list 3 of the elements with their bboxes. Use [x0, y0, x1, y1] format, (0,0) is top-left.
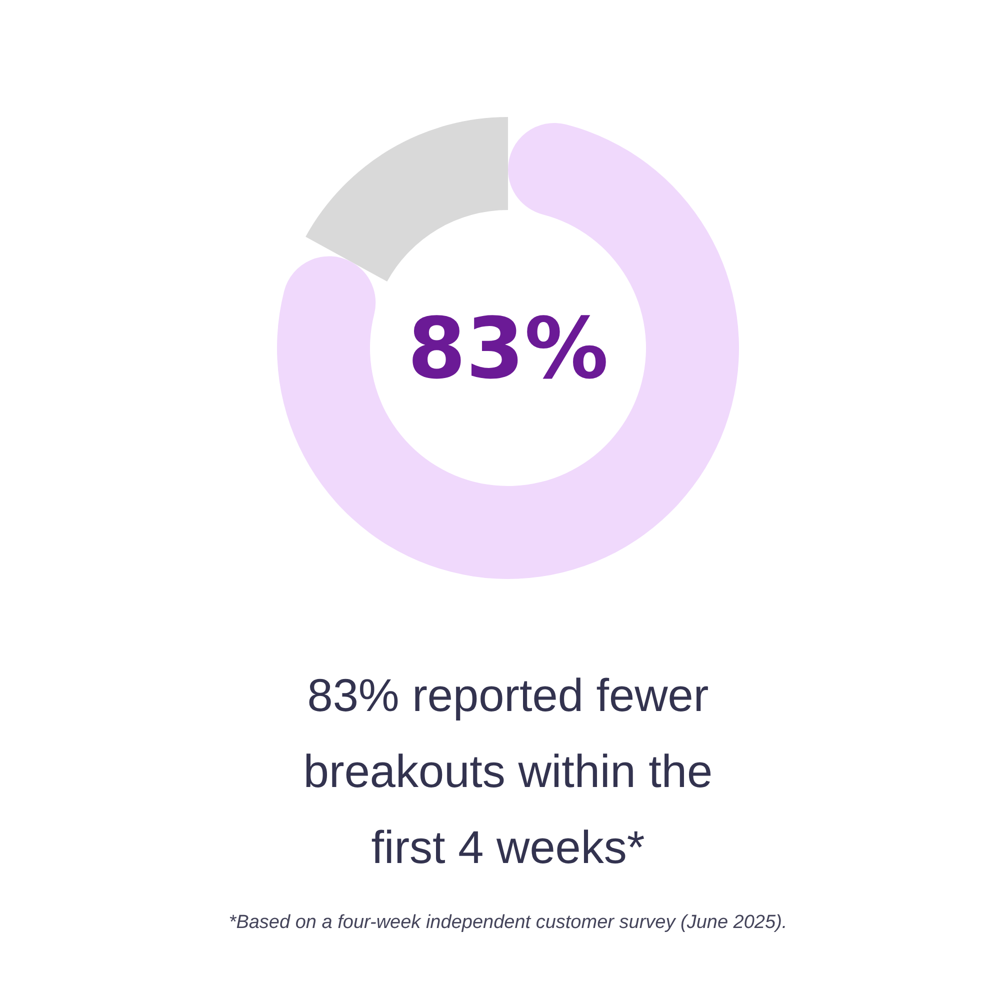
- text: *Based on a four-week independent customer survey (June 2025).: [228, 912, 788, 933]
- text: 83% reported fewer breakouts within the first 4 weeks*: [303, 669, 713, 873]
- data-label: 83%: [407, 299, 609, 398]
